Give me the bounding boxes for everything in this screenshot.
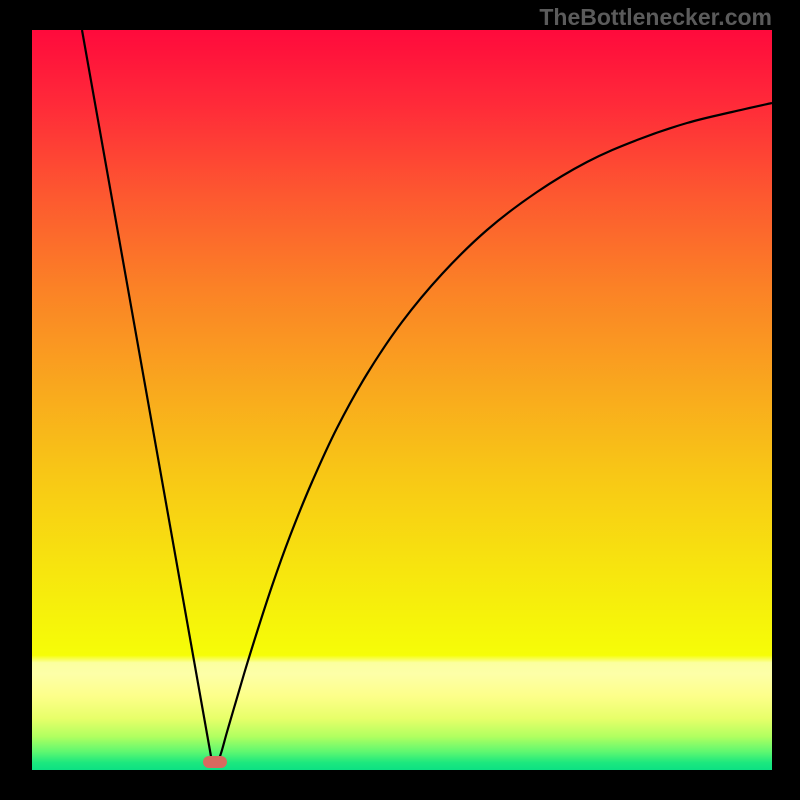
curve-layer	[32, 30, 772, 770]
watermark-text: TheBottlenecker.com	[539, 4, 772, 31]
chart-container: TheBottlenecker.com	[0, 0, 800, 800]
left-descent-line	[82, 30, 212, 762]
right-recovery-curve	[218, 103, 772, 762]
minimum-marker	[203, 756, 227, 768]
plot-area	[32, 30, 772, 770]
